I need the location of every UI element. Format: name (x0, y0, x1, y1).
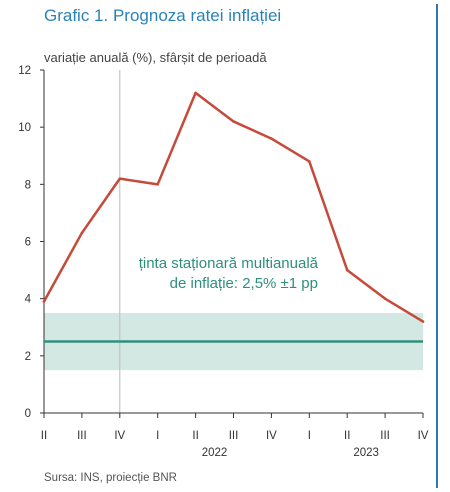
x-tick-label: II (41, 430, 47, 442)
forecast-point (80, 231, 84, 235)
x-tick-label: III (229, 430, 239, 442)
x-tick-label: II (344, 430, 350, 442)
target-label-line2: de inflație: 2,5% ±1 pp (170, 275, 318, 292)
x-tick-label: II (192, 430, 198, 442)
x-tick-label: I (156, 430, 159, 442)
y-tick-label: 2 (25, 351, 31, 363)
right-border-rule (436, 4, 438, 488)
x-tick-label: IV (114, 430, 125, 442)
y-tick-label: 12 (18, 65, 31, 77)
chart-title: Grafic 1. Prognoza ratei inflației (44, 6, 282, 25)
forecast-point (383, 297, 387, 300)
y-tick-label: 0 (25, 408, 31, 420)
forecast-point (270, 137, 273, 140)
forecast-point (156, 183, 159, 186)
x-tick-label: III (77, 430, 87, 442)
y-tick-label: 8 (25, 179, 31, 191)
forecast-point (42, 300, 46, 303)
x-tick-label: IV (418, 430, 429, 442)
year-label: 2022 (202, 447, 228, 459)
forecast-point (194, 91, 197, 95)
source-note: Sursa: INS, proiecție BNR (44, 472, 177, 484)
y-tick-label: 10 (18, 122, 31, 134)
forecast-point (421, 320, 425, 323)
forecast-point (118, 177, 122, 180)
y-tick-label: 4 (25, 294, 32, 306)
y-tick-label: 6 (25, 237, 31, 249)
chart-subtitle: variație anuală (%), sfârșit de perioadă (44, 50, 267, 65)
x-tick-label: IV (266, 430, 277, 442)
year-label: 2023 (353, 447, 379, 459)
x-tick-label: III (380, 430, 390, 442)
target-label-line1: ținta staționară multianuală (139, 255, 319, 272)
forecast-point (308, 160, 311, 163)
x-tick-label: I (308, 430, 311, 442)
forecast-point (232, 120, 235, 123)
forecast-point (345, 268, 349, 272)
